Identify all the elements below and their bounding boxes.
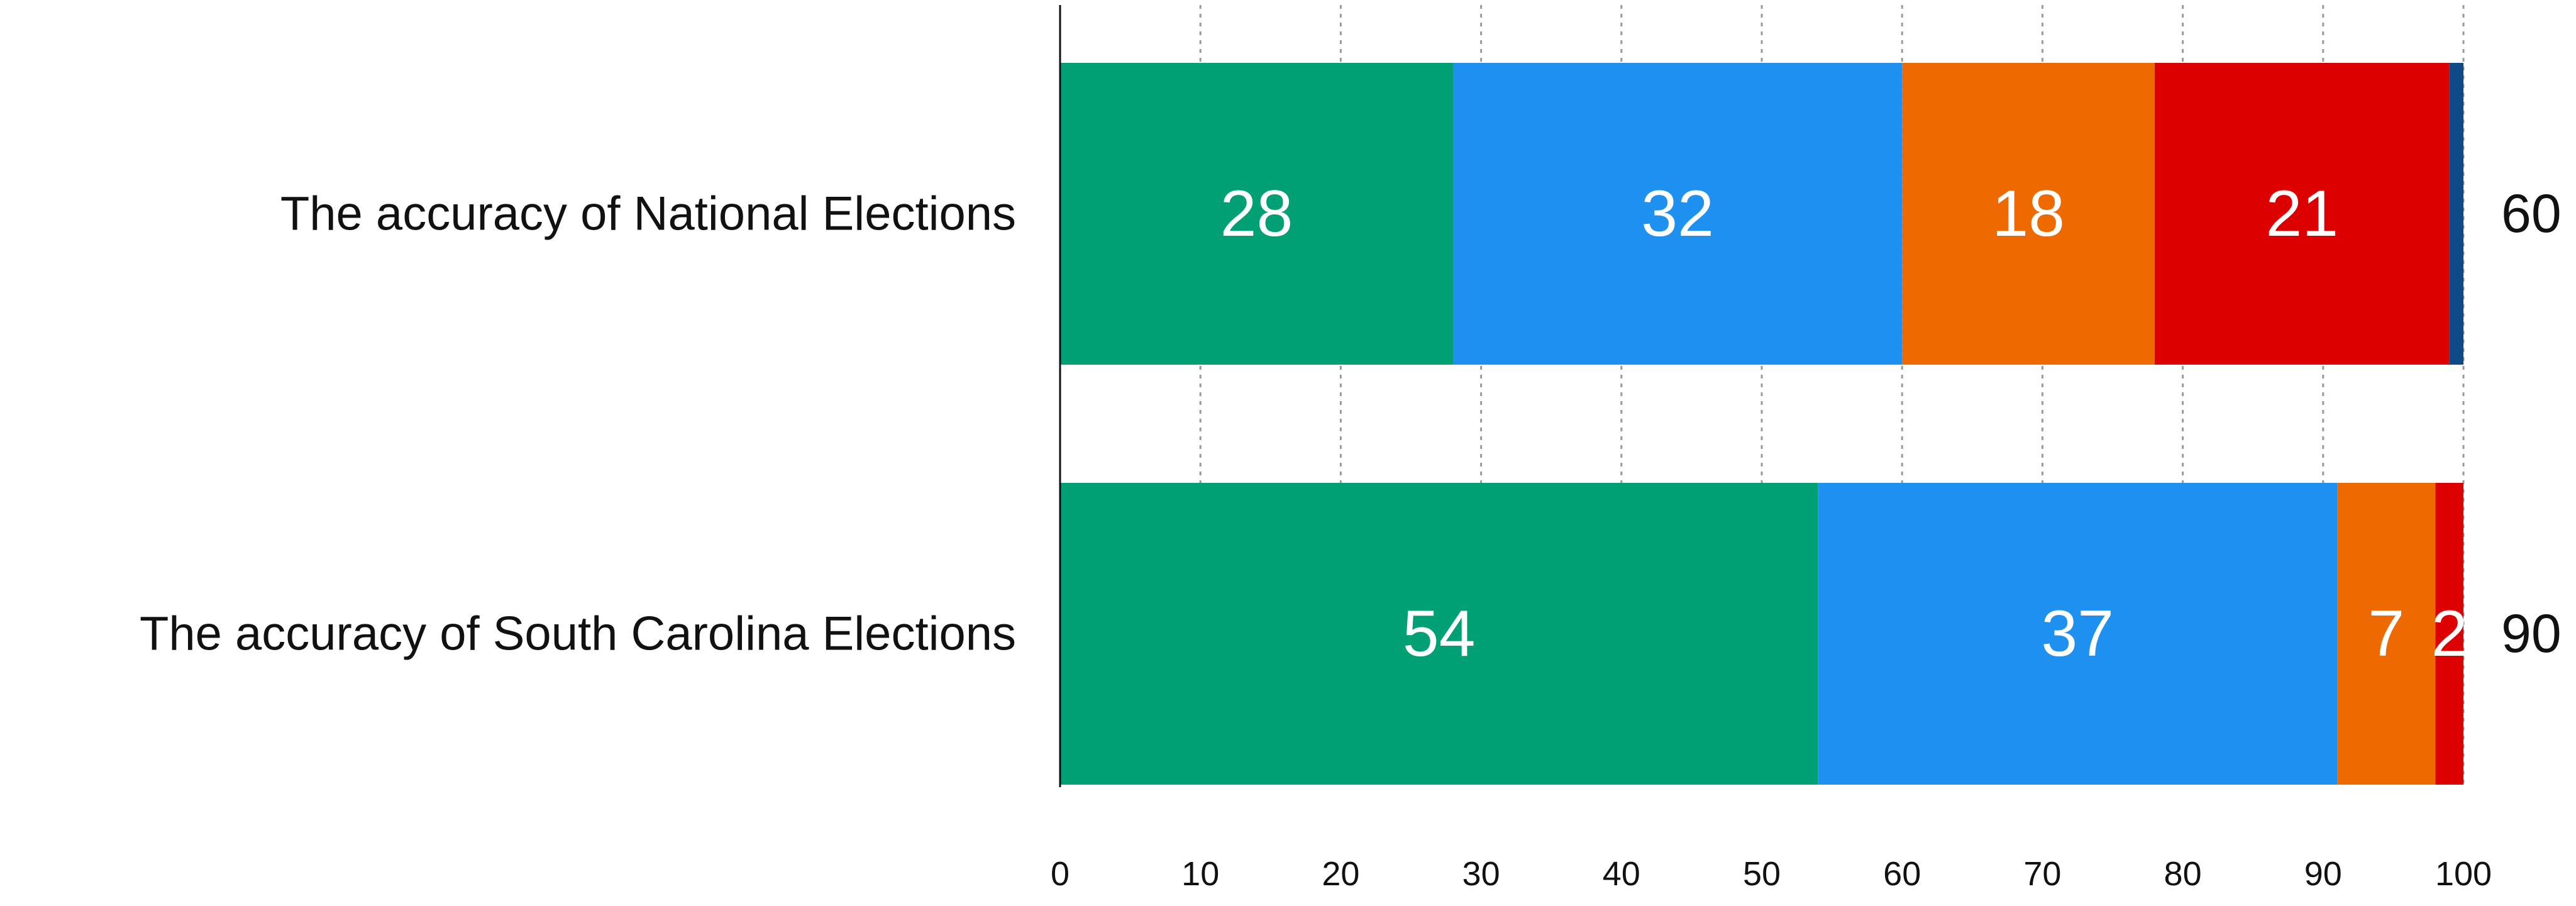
bars <box>1060 63 2463 785</box>
category-label-2: The accuracy of South Carolina Elections <box>140 607 1016 661</box>
data-label-1-3: 18 <box>1992 177 2065 250</box>
data-label-2-4: 2 <box>2431 597 2468 670</box>
bar-segment-1-3 <box>1902 63 2155 365</box>
bar-segment-1-2 <box>1452 63 1903 365</box>
x-tick-label-80: 80 <box>2164 855 2202 893</box>
x-tick-label-60: 60 <box>1883 855 1921 893</box>
category-label-1: The accuracy of National Elections <box>280 187 1016 241</box>
data-label-1-1: 28 <box>1220 177 1293 250</box>
data-label-1-4: 21 <box>2265 177 2338 250</box>
x-tick-label-10: 10 <box>1181 855 1219 893</box>
x-tick-label-100: 100 <box>2435 855 2492 893</box>
bar-segment-1-5 <box>2449 63 2463 365</box>
x-tick-label-40: 40 <box>1603 855 1640 893</box>
x-tick-label-50: 50 <box>1743 855 1781 893</box>
bar-segment-2-4 <box>2435 483 2463 785</box>
x-axis-ticks: 0 10 20 30 40 50 60 70 80 90 100 <box>1051 855 2492 893</box>
data-label-2-1: 54 <box>1403 597 1476 670</box>
bar-segment-2-2 <box>1818 483 2338 785</box>
bar-segment-2-1 <box>1060 483 1818 785</box>
x-tick-label-0: 0 <box>1051 855 1070 893</box>
data-label-1-2: 32 <box>1641 177 1714 250</box>
x-tick-label-70: 70 <box>2023 855 2061 893</box>
bar-segment-1-4 <box>2154 63 2450 365</box>
x-tick-label-90: 90 <box>2304 855 2342 893</box>
x-tick-label-30: 30 <box>1462 855 1500 893</box>
total-label-2: 90 <box>2501 604 2562 664</box>
bar-segment-1-1 <box>1060 63 1453 365</box>
bar-segment-2-3 <box>2337 483 2436 785</box>
data-label-2-3: 7 <box>2368 597 2404 670</box>
labels: 28 32 18 21 The accuracy of National Electio… <box>140 177 2562 670</box>
total-label-1: 60 <box>2501 184 2562 244</box>
x-tick-label-20: 20 <box>1322 855 1359 893</box>
data-label-2-2: 37 <box>2041 597 2114 670</box>
